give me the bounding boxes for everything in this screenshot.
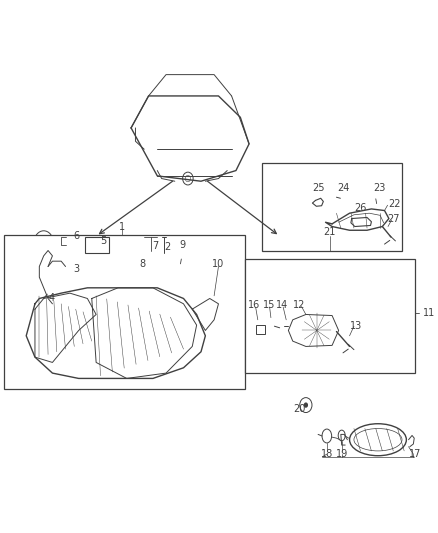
Bar <box>4 235 245 389</box>
Text: 21: 21 <box>324 227 336 237</box>
Text: 14: 14 <box>276 300 288 310</box>
Text: 8: 8 <box>139 259 145 269</box>
Text: 5: 5 <box>100 236 107 246</box>
Bar <box>245 259 415 373</box>
Bar <box>257 325 265 334</box>
Text: 25: 25 <box>312 183 325 192</box>
Text: 1: 1 <box>119 222 125 231</box>
Bar <box>262 163 402 251</box>
Text: 17: 17 <box>409 449 421 459</box>
Text: 22: 22 <box>388 199 400 209</box>
Text: 27: 27 <box>387 214 399 223</box>
Text: 6: 6 <box>74 231 80 240</box>
Bar <box>85 237 109 253</box>
Text: 12: 12 <box>293 300 305 310</box>
Text: 15: 15 <box>262 300 275 310</box>
Text: 2: 2 <box>164 242 170 252</box>
Text: 7: 7 <box>152 241 158 251</box>
Text: 13: 13 <box>350 321 362 331</box>
Text: 4: 4 <box>49 294 55 303</box>
Text: 18: 18 <box>321 449 333 459</box>
Text: 11: 11 <box>423 308 435 318</box>
Text: 23: 23 <box>373 183 385 192</box>
Text: 19: 19 <box>336 449 348 459</box>
Text: 26: 26 <box>355 203 367 213</box>
Circle shape <box>304 402 308 408</box>
Text: 3: 3 <box>74 264 80 273</box>
Text: 20: 20 <box>293 404 305 414</box>
Text: 16: 16 <box>248 300 261 310</box>
Text: 9: 9 <box>180 240 186 250</box>
Text: 10: 10 <box>212 259 225 269</box>
Text: 24: 24 <box>337 183 349 192</box>
